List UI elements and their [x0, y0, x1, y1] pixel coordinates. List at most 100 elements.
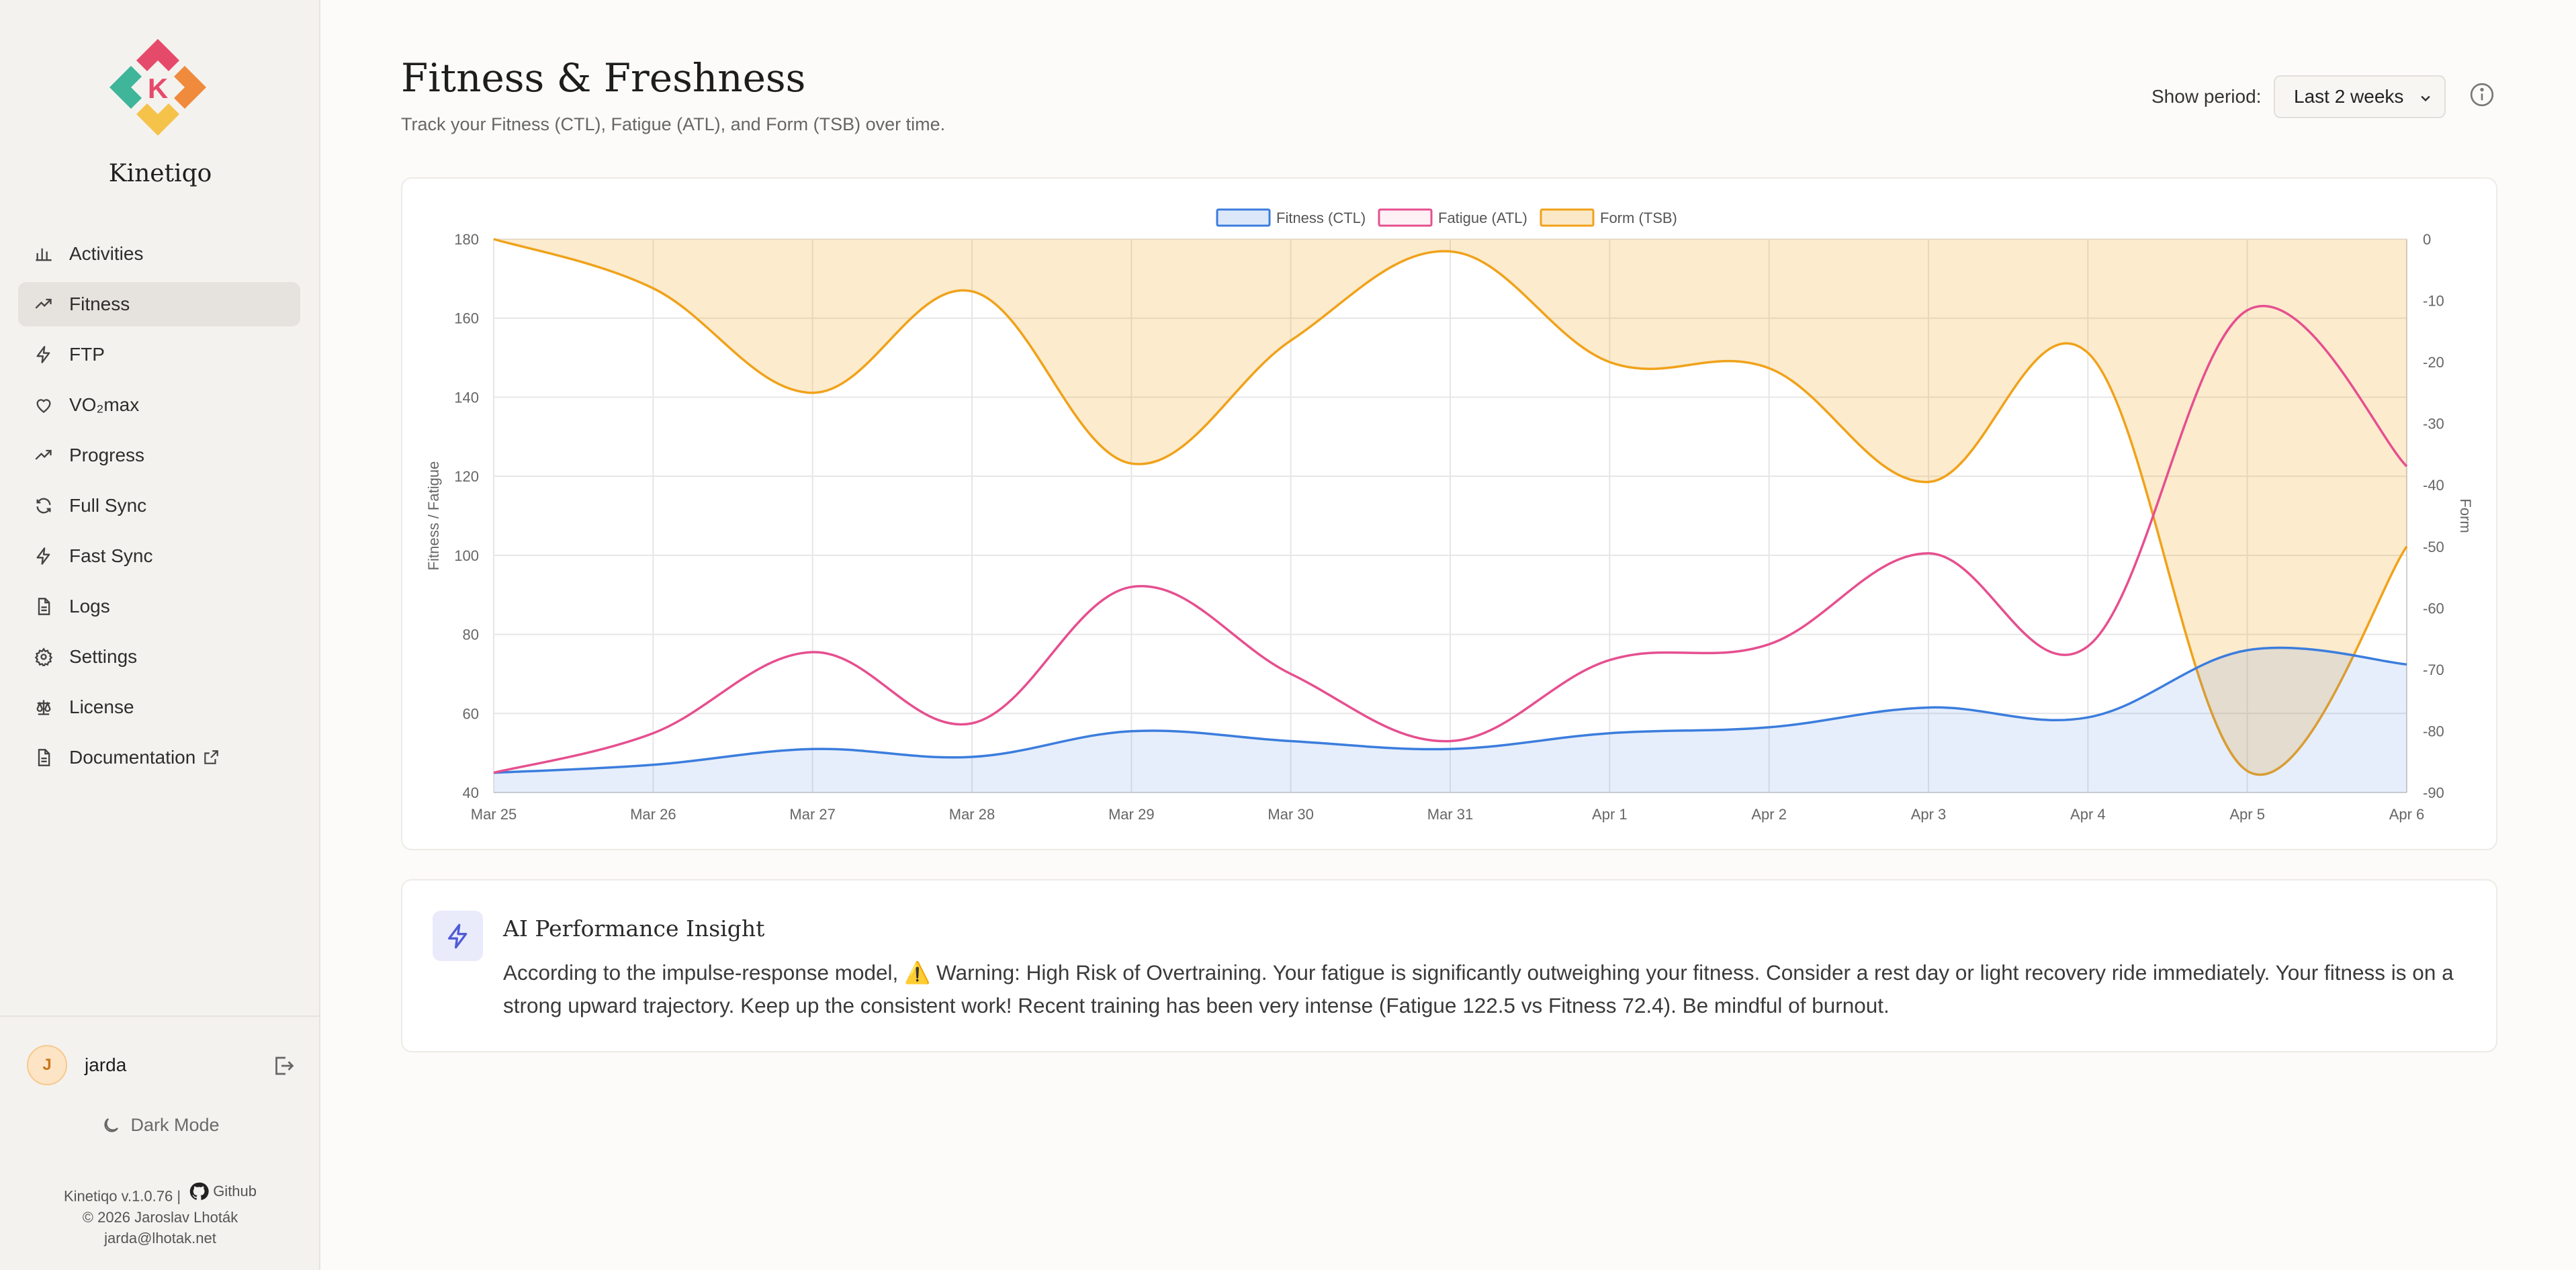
- sidebar-item-progress[interactable]: Progress: [18, 433, 300, 478]
- svg-text:K: K: [148, 73, 168, 104]
- scale-icon: [34, 698, 53, 717]
- external-link-icon: [202, 749, 220, 766]
- period-select[interactable]: Last 2 weeks: [2274, 75, 2446, 118]
- bar-chart-icon: [34, 244, 53, 263]
- sidebar-item-label: License: [69, 696, 134, 717]
- form-area: [494, 239, 2407, 775]
- sidebar-item-fitness[interactable]: Fitness: [18, 282, 300, 326]
- sidebar-item-label: Settings: [69, 646, 138, 667]
- x-tick-label: Apr 6: [2389, 806, 2425, 823]
- fitness-chart-card: 40 60 80 100 120 140 160 180 0 -10 -20 -30 -40 -50 -60…: [401, 177, 2497, 850]
- x-tick-label: Apr 3: [1911, 806, 1947, 823]
- y-tick-label: 140: [454, 389, 479, 406]
- y2-tick-label: -80: [2423, 723, 2444, 739]
- user-profile: J jarda: [27, 1044, 296, 1086]
- y2-tick-label: -60: [2423, 600, 2444, 617]
- avatar[interactable]: J: [27, 1045, 67, 1085]
- sidebar-item-license[interactable]: License: [18, 685, 300, 729]
- dark-mode-toggle[interactable]: Dark Mode: [0, 1115, 320, 1136]
- sidebar-item-label: VO₂max: [69, 394, 140, 415]
- y-tick-label: 60: [463, 705, 479, 722]
- sidebar-item-label: Full Sync: [69, 495, 147, 516]
- info-icon[interactable]: [2469, 81, 2495, 108]
- sidebar-item-settings[interactable]: Settings: [18, 635, 300, 679]
- y-tick-label: 120: [454, 468, 479, 485]
- sidebar-item-documentation[interactable]: Documentation: [18, 735, 300, 780]
- trending-up-icon: [34, 446, 53, 465]
- kinetiqo-logo[interactable]: K: [104, 34, 212, 141]
- y2-tick-label: -40: [2423, 477, 2444, 494]
- y2-axis-title: Form: [2457, 498, 2474, 533]
- y-tick-label: 180: [454, 231, 479, 248]
- sidebar-item-vo2max[interactable]: VO₂max: [18, 383, 300, 427]
- y-axis-title: Fitness / Fatigue: [425, 461, 442, 571]
- y2-tick-label: -70: [2423, 662, 2444, 678]
- sidebar-item-label: Logs: [69, 596, 110, 617]
- dark-mode-label: Dark Mode: [130, 1115, 220, 1135]
- github-label: Github: [213, 1183, 257, 1199]
- x-tick-label: Mar 30: [1268, 806, 1313, 823]
- sidebar-item-logs[interactable]: Logs: [18, 584, 300, 629]
- y2-tick-label: -90: [2423, 784, 2444, 801]
- sidebar-item-label: FTP: [69, 344, 105, 365]
- y-tick-label: 100: [454, 547, 479, 564]
- copyright-text: © 2026 Jaroslav Lhoták: [82, 1208, 238, 1226]
- lightning-icon: [34, 547, 53, 565]
- legend-label-fatigue: Fatigue (ATL): [1438, 210, 1527, 226]
- sidebar-item-full-sync[interactable]: Full Sync: [18, 484, 300, 528]
- chevron-down-icon: [2421, 95, 2430, 102]
- document-icon: [34, 597, 53, 616]
- github-link[interactable]: Github: [185, 1181, 257, 1201]
- heart-icon: [34, 396, 53, 414]
- x-tick-label: Mar 28: [949, 806, 995, 823]
- sidebar-item-label: Progress: [69, 445, 145, 465]
- sidebar-item-label: Fitness: [69, 293, 130, 314]
- insight-title: AI Performance Insight: [503, 915, 765, 942]
- sidebar-item-fast-sync[interactable]: Fast Sync: [18, 534, 300, 578]
- y-tick-label: 160: [454, 310, 479, 327]
- logout-icon[interactable]: [271, 1054, 296, 1078]
- brand-name: Kinetiqo: [108, 160, 212, 187]
- y2-tick-label: -50: [2423, 539, 2444, 555]
- x-tick-label: Mar 27: [789, 806, 835, 823]
- x-tick-label: Apr 5: [2229, 806, 2265, 823]
- y2-tick-label: -10: [2423, 293, 2444, 310]
- moon-icon: [104, 1118, 119, 1132]
- y-tick-label: 80: [463, 627, 479, 643]
- x-tick-label: Mar 29: [1108, 806, 1154, 823]
- y2-tick-label: -30: [2423, 416, 2444, 433]
- sidebar-divider: [0, 1015, 320, 1017]
- legend-swatch-fitness: [1216, 208, 1271, 227]
- fitness-chart[interactable]: 40 60 80 100 120 140 160 180 0 -10 -20 -30 -40 -50 -60…: [402, 179, 2499, 852]
- version-text: Kinetiqo v.1.0.76 |: [63, 1187, 181, 1205]
- form-line: [493, 238, 2408, 776]
- period-select-value: Last 2 weeks: [2294, 86, 2404, 107]
- sidebar-footer: Kinetiqo v.1.0.76 | Github © 2026 Jarosl…: [0, 1181, 320, 1249]
- x-tick-label: Apr 2: [1751, 806, 1787, 823]
- lightning-icon: [433, 911, 483, 961]
- sidebar: K Kinetiqo Activities Fitness FTP VO₂max…: [0, 0, 320, 1270]
- fitness-area: [494, 647, 2407, 792]
- sidebar-nav: Activities Fitness FTP VO₂max Progress F…: [18, 232, 300, 786]
- sidebar-item-activities[interactable]: Activities: [18, 232, 300, 276]
- email-link[interactable]: jarda@lhotak.net: [104, 1229, 216, 1246]
- y2-tick-label: 0: [2423, 231, 2431, 248]
- ai-insight-card: AI Performance Insight According to the …: [401, 879, 2497, 1052]
- sidebar-item-label: Documentation: [69, 747, 196, 768]
- page-title: Fitness & Freshness: [401, 55, 806, 101]
- refresh-icon: [34, 496, 53, 515]
- document-icon: [34, 748, 53, 767]
- x-tick-label: Apr 4: [2070, 806, 2106, 823]
- y2-tick-label: -20: [2423, 354, 2444, 371]
- user-name: jarda: [85, 1054, 127, 1075]
- sidebar-item-label: Fast Sync: [69, 545, 153, 566]
- insight-text: According to the impulse-response model,…: [503, 960, 2454, 1017]
- github-icon: [189, 1182, 209, 1200]
- fitness-line: [493, 646, 2407, 774]
- trending-up-icon: [34, 295, 53, 314]
- sidebar-item-label: Activities: [69, 243, 144, 264]
- page-subtitle: Track your Fitness (CTL), Fatigue (ATL),…: [401, 114, 946, 134]
- x-tick-label: Mar 25: [471, 806, 517, 823]
- legend-label-form: Form (TSB): [1600, 210, 1677, 226]
- sidebar-item-ftp[interactable]: FTP: [18, 332, 300, 377]
